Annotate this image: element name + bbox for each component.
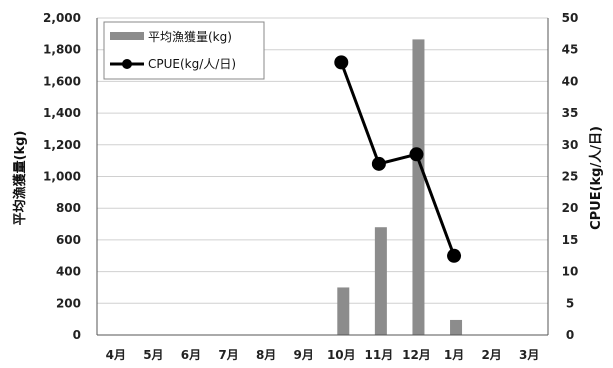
line-point (447, 248, 462, 263)
y-tick-label: 200 (56, 296, 81, 310)
x-tick-label: 4月 (106, 348, 126, 362)
y2-tick-label: 5 (566, 296, 574, 310)
bar (374, 227, 387, 335)
legend-box (103, 21, 265, 80)
y2-axis-title: CPUE(kg/人/日) (588, 126, 604, 230)
y-tick-label: 800 (56, 201, 81, 215)
y2-tick-label: 50 (562, 11, 579, 25)
legend-line-label: CPUE(kg/人/日) (148, 57, 236, 71)
legend-line-marker (122, 59, 132, 69)
y2-tick-label: 45 (562, 43, 579, 57)
axes (96, 18, 549, 336)
x-tick-label: 2月 (481, 348, 501, 362)
y-tick-label: 600 (56, 233, 81, 247)
y-axis-title: 平均漁獲量(kg) (12, 131, 28, 226)
x-tick-label: 12月 (402, 348, 431, 362)
y2-tick-label: 10 (562, 265, 579, 279)
x-tick-label: 6月 (181, 348, 201, 362)
x-tick-label: 9月 (294, 348, 314, 362)
y2-tick-label: 25 (562, 170, 579, 184)
bar (450, 319, 463, 335)
bar-series (337, 39, 463, 336)
line-point (334, 55, 349, 70)
y2-tick-label: 35 (562, 106, 579, 120)
gridlines (97, 17, 548, 336)
bar (337, 287, 350, 335)
left-tick-labels: 0 200 400 600 800 1,000 1,200 1,400 1,600 1,800 2,… (43, 11, 81, 342)
legend-bar-label: 平均漁獲量(kg) (148, 30, 232, 44)
legend-bar-swatch (110, 32, 144, 40)
line-point (371, 156, 386, 171)
x-tick-label: 5月 (143, 348, 163, 362)
x-tick-label: 8月 (256, 348, 276, 362)
series-line (339, 61, 456, 257)
y-tick-label: 1,400 (43, 106, 81, 120)
y-tick-label: 0 (73, 328, 81, 342)
y-tick-label: 400 (56, 265, 81, 279)
y2-tick-label: 0 (566, 328, 574, 342)
x-tick-label: 3月 (519, 348, 539, 362)
y-tick-label: 1,800 (43, 43, 81, 57)
y-tick-label: 1,000 (43, 170, 81, 184)
y-tick-label: 1,200 (43, 138, 81, 152)
line-series (334, 55, 462, 263)
y-tick-label: 2,000 (43, 11, 81, 25)
y2-tick-label: 40 (562, 74, 579, 88)
y2-tick-label: 15 (562, 233, 579, 247)
y2-tick-label: 20 (562, 201, 579, 215)
x-tick-label: 11月 (365, 348, 394, 362)
legend: 平均漁獲量(kg) CPUE(kg/人/日) (103, 21, 265, 80)
bar (412, 39, 425, 336)
x-tick-labels: 4月 5月 6月 7月 8月 9月 10月 11月 12月 1月 2月 3月 (106, 348, 540, 362)
x-tick-label: 7月 (218, 348, 238, 362)
y2-tick-label: 30 (562, 138, 579, 152)
x-tick-label: 10月 (327, 348, 356, 362)
right-tick-labels: 0 5 10 15 20 25 30 35 40 45 50 (562, 11, 579, 342)
x-tick-label: 1月 (444, 348, 464, 362)
y-tick-label: 1,600 (43, 74, 81, 88)
line-point (409, 147, 424, 162)
